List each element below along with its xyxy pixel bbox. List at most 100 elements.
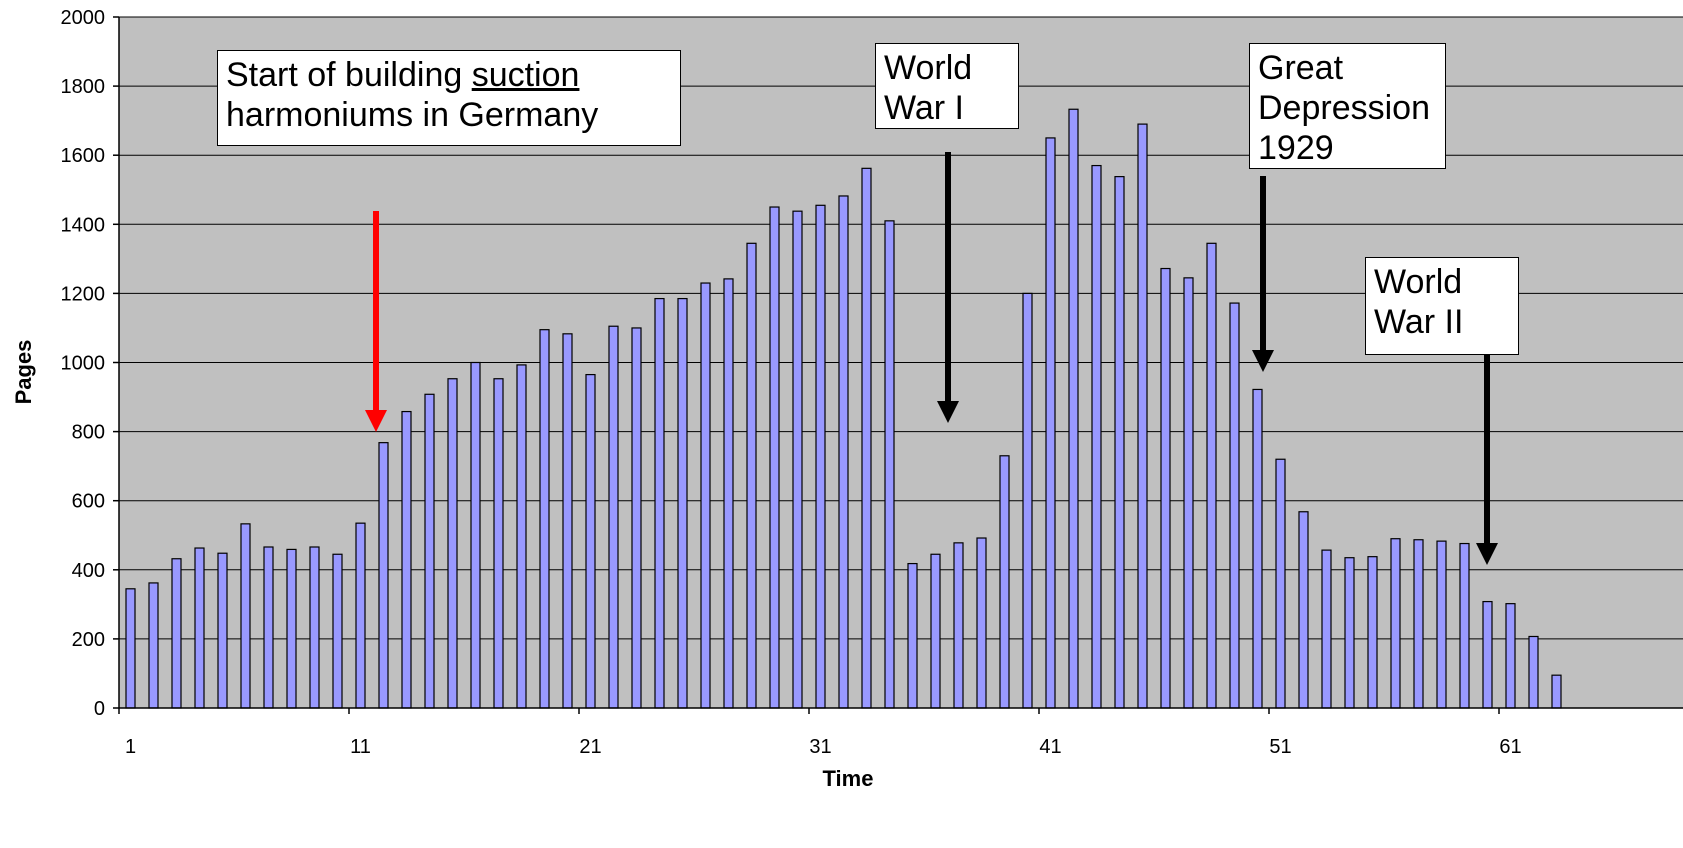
- y-tick-label: 1000: [61, 353, 106, 375]
- bar: [1344, 557, 1355, 709]
- bar: [447, 378, 458, 709]
- bar: [1390, 538, 1401, 709]
- y-tick-label: 600: [72, 491, 105, 513]
- y-tick-label: 1400: [61, 214, 106, 236]
- arrow-suction: [365, 211, 387, 432]
- bar: [907, 562, 918, 709]
- bar: [1367, 556, 1378, 709]
- bar: [1229, 302, 1240, 709]
- annotation-ww1-line1: World: [884, 49, 973, 87]
- y-tick-label: 800: [72, 422, 105, 444]
- y-tick-label: 200: [72, 629, 105, 651]
- bar: [1551, 674, 1562, 709]
- bar: [654, 297, 665, 709]
- bar: [1206, 242, 1217, 709]
- bar: [769, 206, 780, 709]
- bar: [608, 325, 619, 709]
- x-tick-label: 11: [350, 736, 371, 758]
- bar: [1183, 277, 1194, 709]
- y-tick-label: 0: [94, 698, 105, 720]
- bar: [516, 364, 527, 709]
- bar: [723, 278, 734, 709]
- bar: [861, 167, 872, 709]
- x-tick-label: 21: [579, 736, 601, 758]
- bar: [1298, 511, 1309, 709]
- bar: [838, 195, 849, 709]
- annotation-depression: Great Depression 1929: [1249, 43, 1446, 169]
- bar: [562, 333, 573, 709]
- bar: [1275, 458, 1286, 709]
- bar: [1321, 549, 1332, 709]
- bar: [355, 522, 366, 709]
- x-axis: 1 11 21 31 41 51 61: [118, 707, 1683, 758]
- bar: [286, 548, 297, 709]
- annotation-depression-line3: 1929: [1258, 129, 1334, 167]
- bar: [378, 442, 389, 709]
- bar: [792, 210, 803, 709]
- bar: [1137, 123, 1148, 709]
- bar: [217, 552, 228, 709]
- y-tick-label: 1200: [61, 283, 106, 305]
- y-axis-title: Pages: [11, 340, 36, 405]
- bar: [746, 242, 757, 709]
- y-axis: 0 200 400 600 800 1000 1200 1400 1600 1800 2000: [61, 7, 120, 720]
- bar: [1068, 108, 1079, 709]
- bar: [1091, 164, 1102, 709]
- y-tick-label: 1800: [61, 76, 106, 98]
- bar: [677, 297, 688, 709]
- y-tick-label: 2000: [61, 7, 106, 29]
- bar: [263, 546, 274, 709]
- bar: [884, 220, 895, 709]
- bar: [1022, 292, 1033, 709]
- bar: [148, 582, 159, 709]
- annotation-ww2: World War II: [1365, 257, 1519, 355]
- annotation-depression-line2: Depression: [1258, 89, 1430, 127]
- bar: [700, 282, 711, 709]
- bar: [539, 329, 550, 709]
- bar: [815, 204, 826, 709]
- bar: [1045, 137, 1056, 709]
- bar: [1528, 635, 1539, 709]
- arrows: [365, 152, 1498, 565]
- y-tick-label: 400: [72, 560, 105, 582]
- annotation-suction-line1b: suction: [471, 56, 580, 94]
- bar: [332, 553, 343, 709]
- bar: [240, 523, 251, 709]
- bar: [1160, 267, 1171, 709]
- annotation-ww2-line2: War II: [1374, 303, 1464, 341]
- arrow-depression: [1252, 176, 1274, 372]
- bar: [1114, 176, 1125, 709]
- y-tick-label: 1600: [61, 145, 106, 167]
- x-tick-label: 51: [1269, 736, 1291, 758]
- bar: [953, 542, 964, 709]
- bar: [493, 378, 504, 709]
- bar: [1482, 600, 1493, 709]
- bar: [125, 588, 136, 709]
- bar: [631, 327, 642, 709]
- x-axis-title: Time: [823, 766, 874, 791]
- bar: [470, 361, 481, 709]
- bar: [976, 537, 987, 709]
- bar: [930, 553, 941, 709]
- bar: [401, 410, 412, 709]
- bar: [424, 393, 435, 709]
- annotation-suction: Start of building suction harmoniums in …: [217, 50, 681, 146]
- bar: [1413, 539, 1424, 709]
- bar: [1505, 603, 1516, 709]
- bar: [1252, 388, 1263, 709]
- annotation-suction-line1a: Start of building: [226, 56, 472, 94]
- annotation-suction-line2: harmoniums in Germany: [226, 96, 599, 134]
- bar: [194, 547, 205, 709]
- arrow-ww2: [1476, 352, 1498, 565]
- x-tick-label: 31: [809, 736, 831, 758]
- arrow-ww1: [937, 152, 959, 423]
- bar: [999, 455, 1010, 709]
- x-tick-label: 1: [125, 736, 136, 758]
- annotation-ww1-line2: War I: [884, 89, 964, 127]
- x-tick-label: 61: [1499, 736, 1521, 758]
- bar: [585, 373, 596, 709]
- bar: [171, 558, 182, 709]
- x-tick-label: 41: [1039, 736, 1061, 758]
- bar: [1436, 540, 1447, 709]
- bar: [1459, 542, 1470, 709]
